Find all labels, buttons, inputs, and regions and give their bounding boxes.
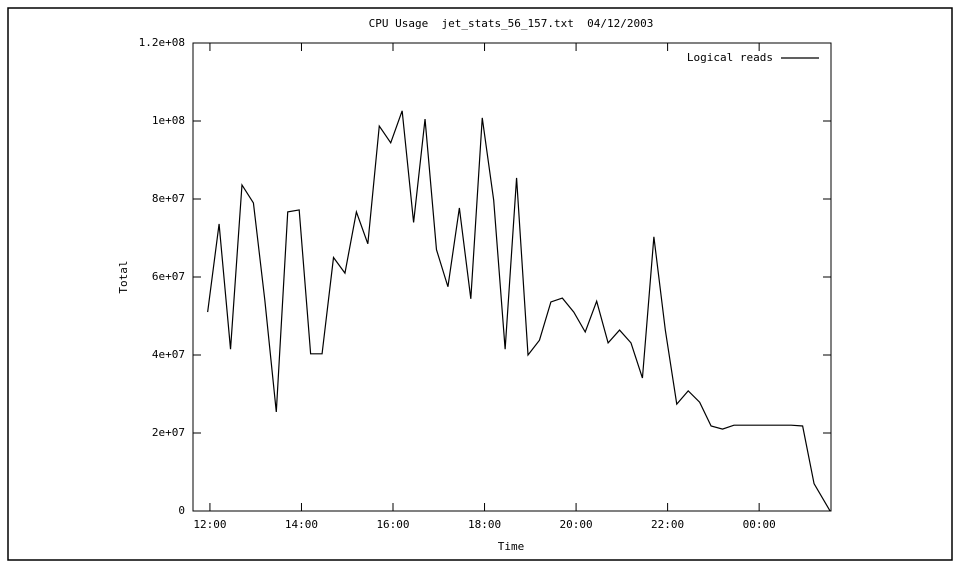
- x-tick-label: 20:00: [560, 518, 593, 531]
- y-tick-label: 2e+07: [152, 426, 185, 439]
- legend-label: Logical reads: [687, 51, 773, 64]
- y-axis-label: Total: [117, 260, 130, 293]
- y-tick-label: 1e+08: [152, 114, 185, 127]
- y-tick-label: 1.2e+08: [139, 36, 185, 49]
- chart-title: CPU Usage jet_stats_56_157.txt 04/12/200…: [369, 17, 654, 30]
- data-line: [207, 110, 831, 512]
- x-tick-label: 14:00: [285, 518, 318, 531]
- x-tick-label: 18:00: [468, 518, 501, 531]
- x-tick-label: 00:00: [743, 518, 776, 531]
- y-tick-label: 8e+07: [152, 192, 185, 205]
- frame: [7, 7, 953, 561]
- y-tick-label: 4e+07: [152, 348, 185, 361]
- y-tick-label: 6e+07: [152, 270, 185, 283]
- x-axis-label: Time: [498, 540, 525, 553]
- x-tick-label: 12:00: [193, 518, 226, 531]
- x-tick-label: 16:00: [376, 518, 409, 531]
- x-tick-label: 22:00: [651, 518, 684, 531]
- y-tick-label: 0: [178, 504, 185, 517]
